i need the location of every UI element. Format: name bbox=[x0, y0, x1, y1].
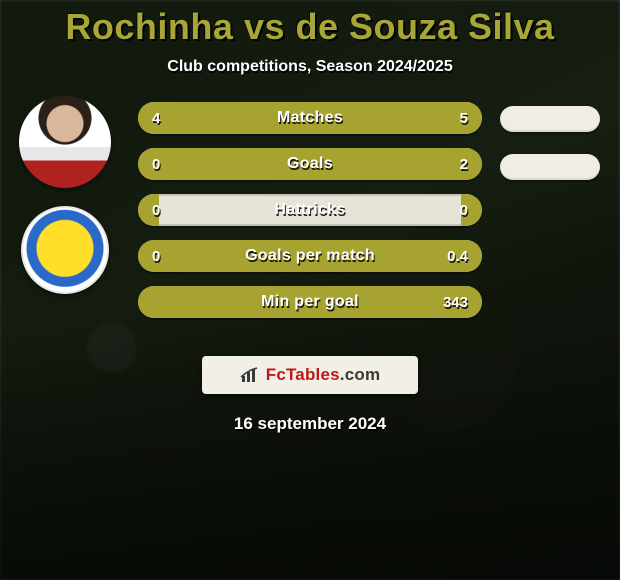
marker-blob bbox=[500, 154, 600, 180]
logo-text: FcTables.com bbox=[266, 365, 381, 385]
stat-bar: 343Min per goal bbox=[138, 286, 482, 318]
stat-bar: 45Matches bbox=[138, 102, 482, 134]
stat-label: Goals per match bbox=[138, 240, 482, 272]
title-player-right: de Souza Silva bbox=[295, 6, 554, 47]
stat-label: Goals bbox=[138, 148, 482, 180]
stat-bars: 45Matches 02Goals 00Hattricks 00.4Goals per… bbox=[138, 102, 482, 332]
stat-bar: 00Hattricks bbox=[138, 194, 482, 226]
title-vs: vs bbox=[233, 6, 295, 47]
stat-bar: 00.4Goals per match bbox=[138, 240, 482, 272]
avatar-column bbox=[10, 96, 120, 312]
player-right-club-crest bbox=[21, 206, 109, 294]
bar-chart-icon bbox=[240, 367, 260, 383]
stat-label: Hattricks bbox=[138, 194, 482, 226]
player-left-avatar bbox=[19, 96, 111, 188]
site-logo[interactable]: FcTables.com bbox=[202, 356, 418, 394]
comparison-title: Rochinha vs de Souza Silva bbox=[0, 6, 620, 48]
title-player-left: Rochinha bbox=[65, 6, 233, 47]
infographic-root: Rochinha vs de Souza Silva Club competit… bbox=[0, 0, 620, 580]
marker-blob bbox=[500, 106, 600, 132]
stat-label: Min per goal bbox=[138, 286, 482, 318]
right-marker-column bbox=[494, 102, 606, 202]
logo-text-main: FcTables bbox=[266, 365, 340, 384]
comparison-subtitle: Club competitions, Season 2024/2025 bbox=[0, 58, 620, 76]
stat-label: Matches bbox=[138, 102, 482, 134]
stat-bar: 02Goals bbox=[138, 148, 482, 180]
main-row: 45Matches 02Goals 00Hattricks 00.4Goals per… bbox=[0, 102, 620, 352]
logo-text-suffix: .com bbox=[340, 365, 380, 384]
snapshot-date: 16 september 2024 bbox=[0, 414, 620, 434]
